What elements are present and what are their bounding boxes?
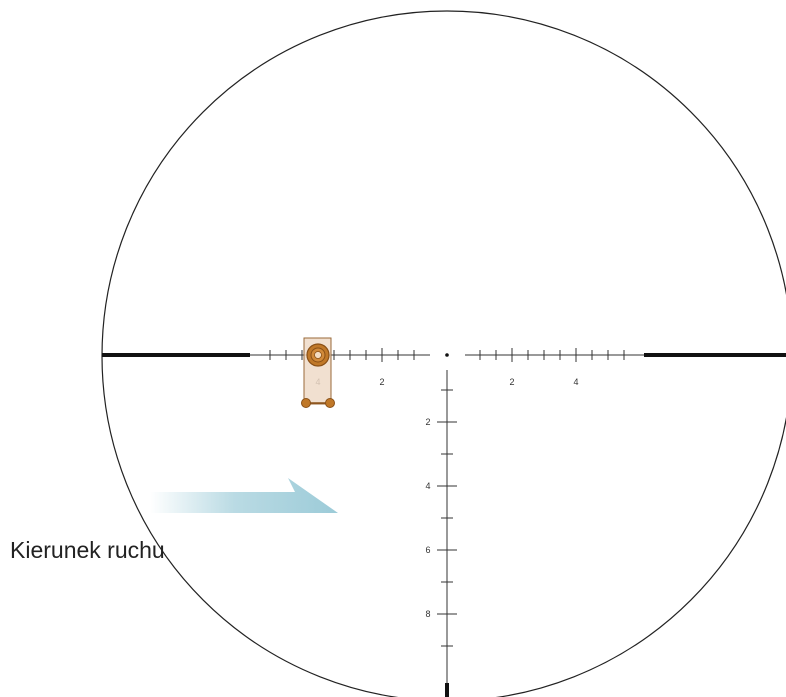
horizontal-ticks	[269, 348, 625, 362]
v-label-4: 4	[425, 481, 430, 491]
center-aiming-dot	[445, 353, 449, 357]
h-label-left-2: 2	[379, 377, 384, 387]
target-foot-left	[301, 398, 311, 408]
v-label-6: 6	[425, 545, 430, 555]
h-label-right-2: 2	[509, 377, 514, 387]
h-label-right-4: 4	[573, 377, 578, 387]
target-foot-right	[325, 398, 335, 408]
target-head-inner	[314, 351, 322, 359]
direction-caption: Kierunek ruchu	[10, 537, 165, 563]
motion-direction-arrow	[150, 478, 338, 513]
moving-target	[301, 337, 335, 408]
vertical-ticks	[437, 389, 457, 647]
v-label-2: 2	[425, 417, 430, 427]
v-label-8: 8	[425, 609, 430, 619]
